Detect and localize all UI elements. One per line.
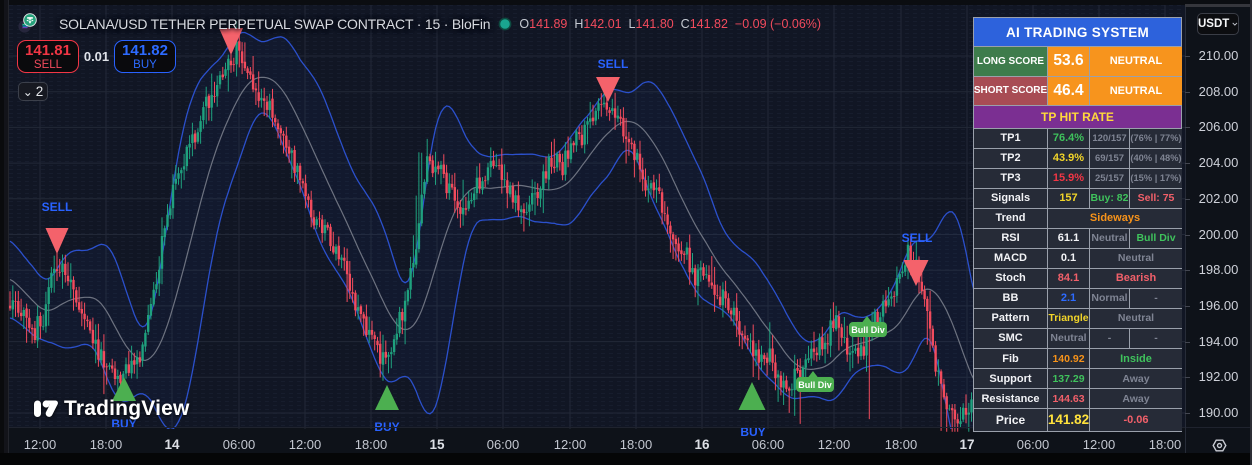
svg-text:BUY: BUY [740,425,765,439]
svg-text:SELL: SELL [902,231,933,245]
svg-text:Bull Div: Bull Div [851,325,885,335]
svg-text:SELL: SELL [42,200,73,214]
svg-text:SELL: SELL [598,57,629,71]
svg-text:Bull Div: Bull Div [798,380,832,390]
